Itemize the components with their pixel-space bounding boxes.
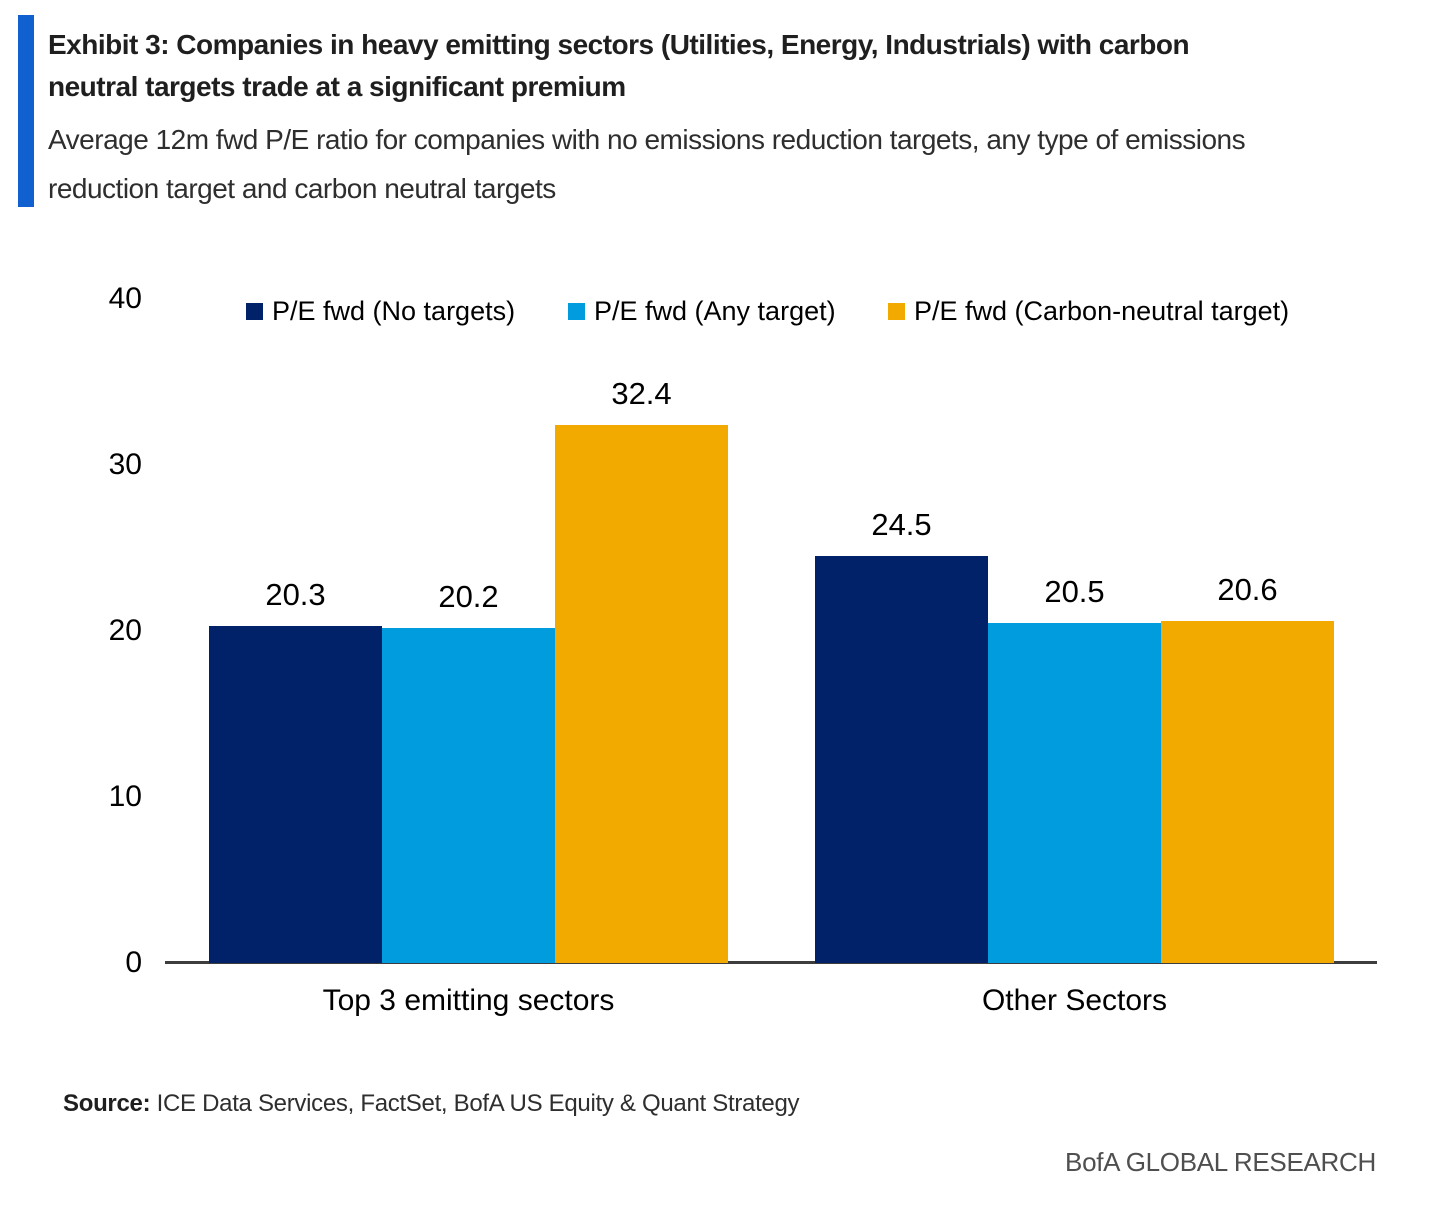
bar-series1-group0: [382, 627, 555, 963]
source-line: Source: ICE Data Services, FactSet, BofA…: [63, 1090, 800, 1118]
category-label-1: Other Sectors: [981, 984, 1168, 1017]
exhibit-subtitle: Average 12m fwd P/E ratio for companies …: [48, 115, 1418, 213]
subtitle-line-1: Average 12m fwd P/E ratio for companies …: [48, 124, 1246, 155]
legend-swatch-1: [568, 302, 585, 320]
legend-label-2: P/E fwd (Carbon-neutral target): [914, 295, 1290, 326]
bar-series0-group0: [209, 626, 382, 963]
exhibit-title: Exhibit 3: Companies in heavy emitting s…: [48, 24, 1418, 108]
legend-item-2: P/E fwd (Carbon-neutral target): [888, 296, 1289, 326]
source-text: ICE Data Services, FactSet, BofA US Equi…: [150, 1090, 800, 1117]
value-label-series0-group1: 24.5: [871, 507, 932, 543]
bar-series0-group1: [815, 556, 988, 963]
x-axis-line: [165, 961, 1377, 964]
legend-item-0: P/E fwd (No targets): [246, 296, 515, 326]
bar-series1-group1: [988, 622, 1161, 963]
title-accent-bar: [18, 15, 34, 207]
y-tick-label-20: 20: [108, 614, 142, 647]
bar-series2-group1: [1161, 621, 1334, 963]
y-tick-label-30: 30: [108, 448, 142, 481]
legend-swatch-2: [888, 302, 905, 320]
legend-item-1: P/E fwd (Any target): [568, 296, 836, 326]
legend-label-1: P/E fwd (Any target): [594, 295, 836, 326]
y-tick-label-0: 0: [125, 946, 142, 979]
subtitle-line-2: reduction target and carbon neutral targ…: [48, 173, 556, 204]
y-tick-label-40: 40: [108, 282, 142, 315]
legend-label-0: P/E fwd (No targets): [272, 295, 516, 326]
header: Exhibit 3: Companies in heavy emitting s…: [48, 24, 1418, 213]
title-line-2: neutral targets trade at a significant p…: [48, 71, 626, 102]
value-label-series0-group0: 20.3: [265, 577, 326, 613]
legend-swatch-0: [246, 302, 263, 320]
value-label-series2-group0: 32.4: [611, 376, 672, 412]
title-line-1: Exhibit 3: Companies in heavy emitting s…: [48, 29, 1190, 60]
research-attribution: BofA GLOBAL RESEARCH: [1065, 1147, 1376, 1177]
bar-series2-group0: [555, 425, 728, 963]
y-tick-label-10: 10: [108, 780, 142, 813]
source-label: Source:: [63, 1090, 151, 1117]
value-label-series1-group0: 20.2: [438, 578, 499, 614]
value-label-series1-group1: 20.5: [1044, 573, 1105, 609]
value-label-series2-group1: 20.6: [1217, 572, 1278, 608]
category-label-0: Top 3 emitting sectors: [322, 984, 615, 1017]
